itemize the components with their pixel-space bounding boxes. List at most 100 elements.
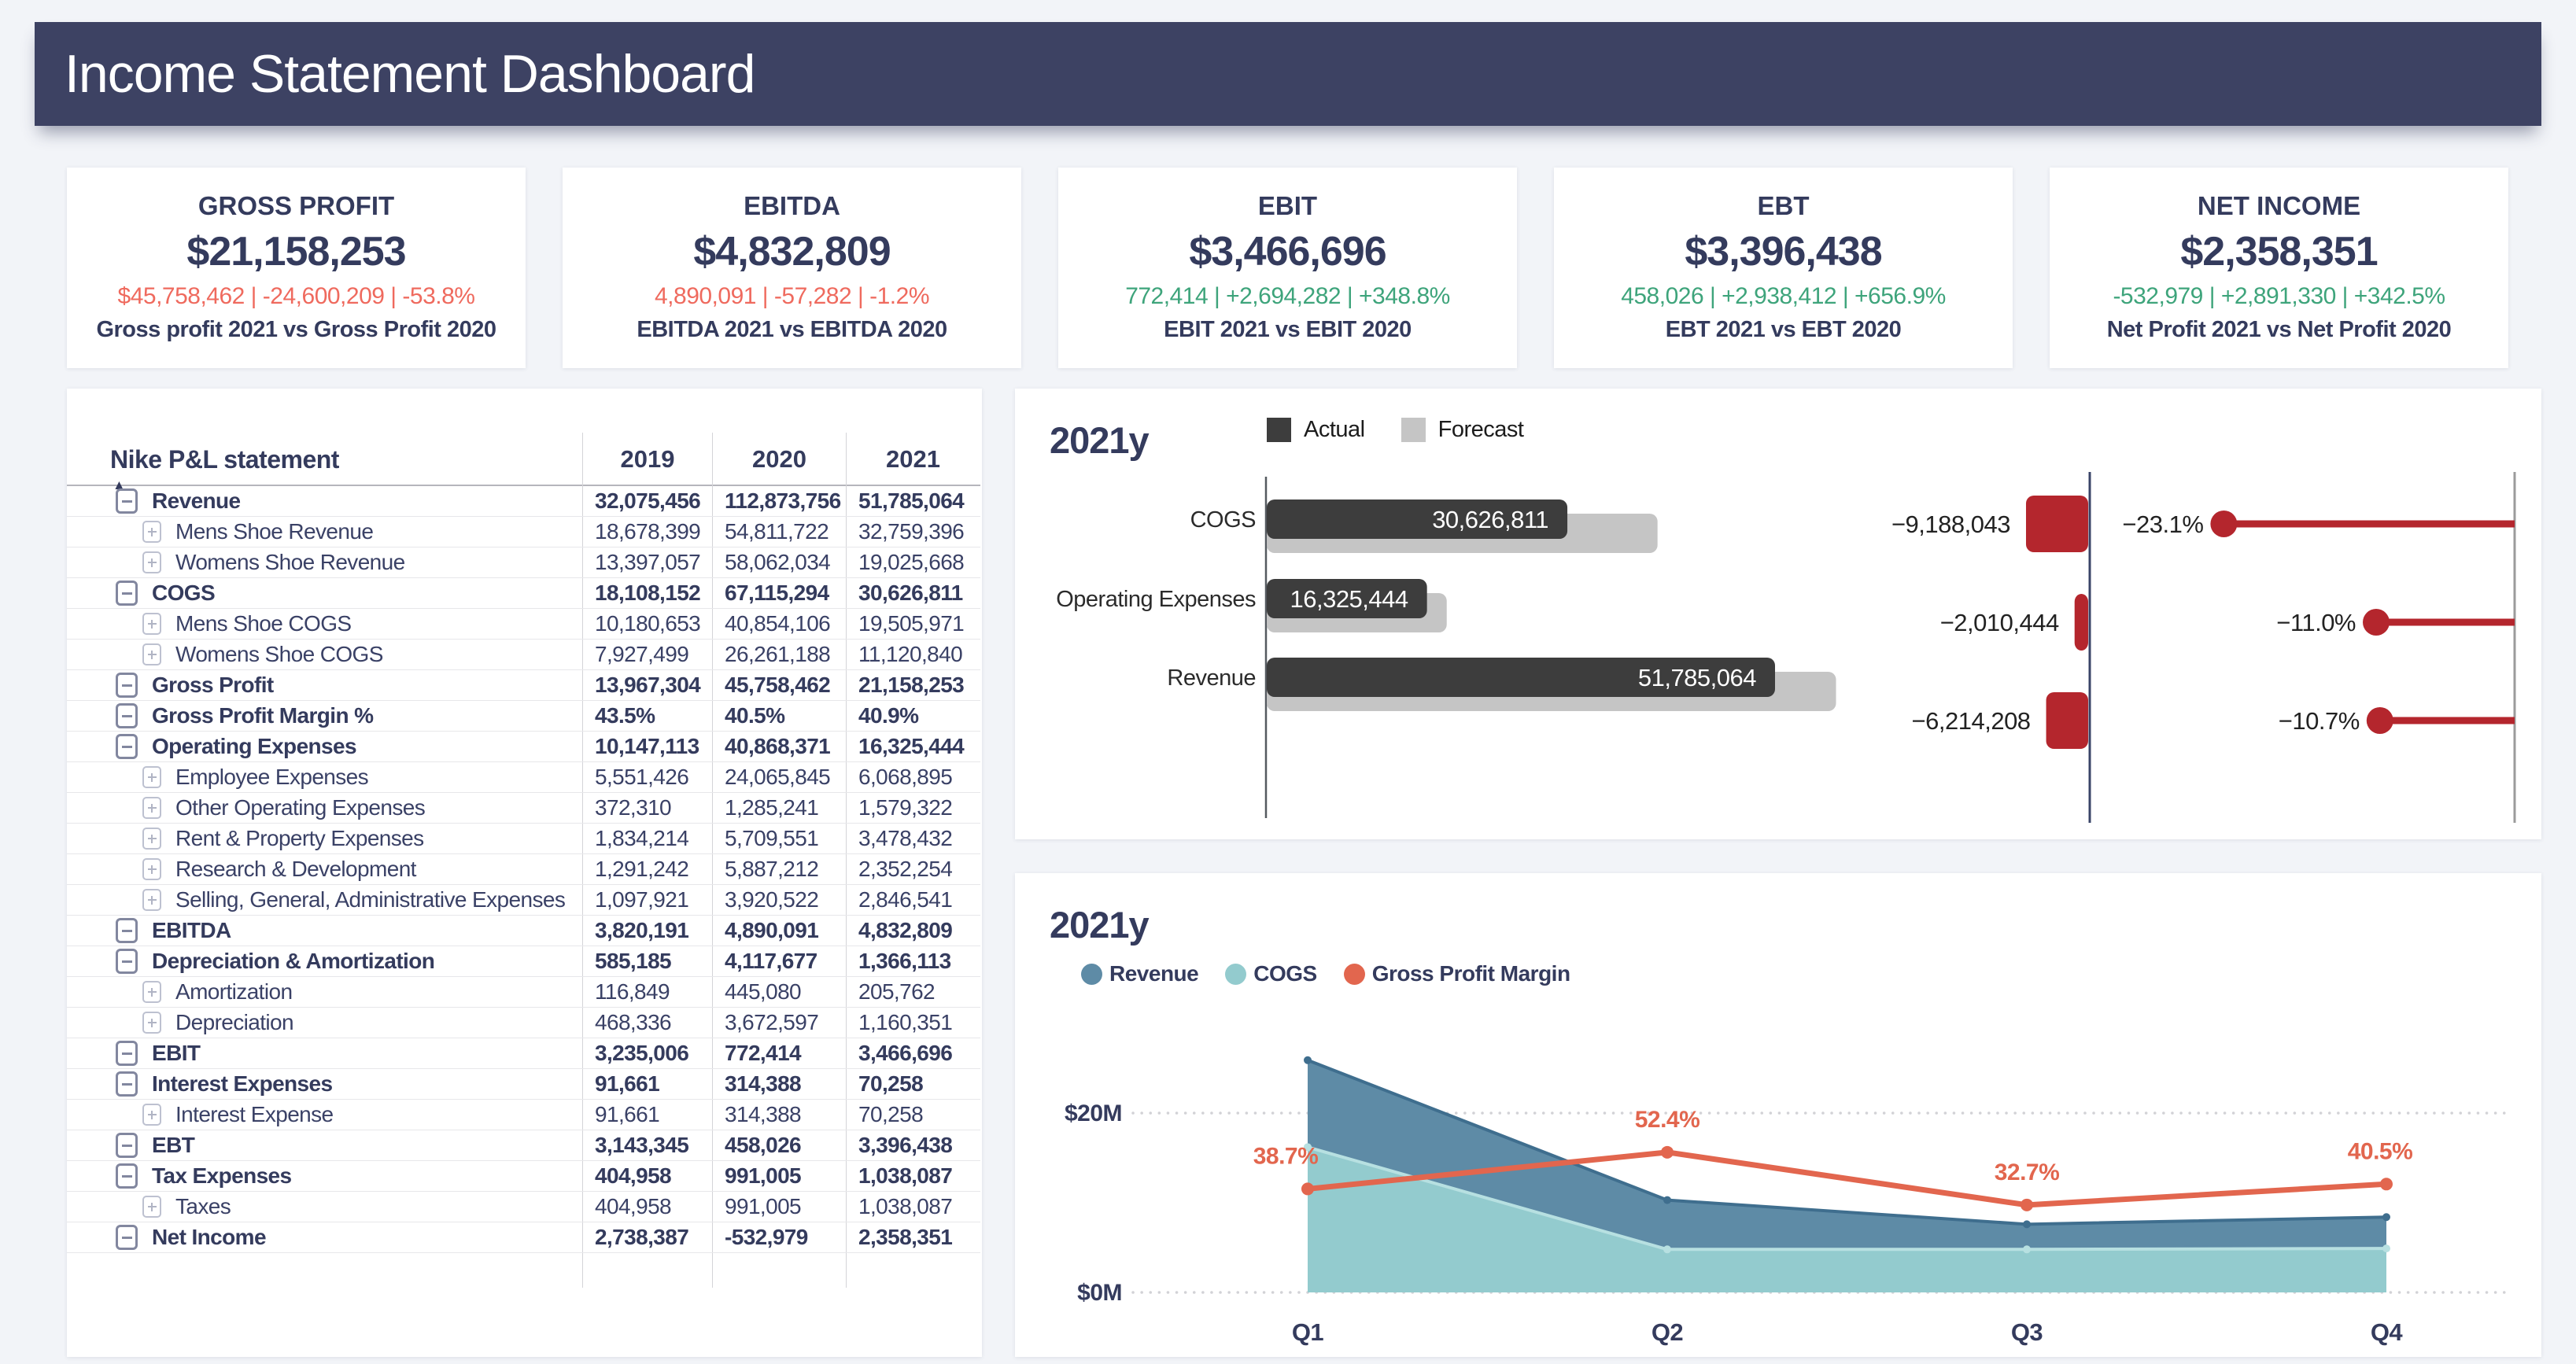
revenue-point-Q1[interactable]: [1304, 1056, 1312, 1064]
cell-2019: 91,661: [582, 1069, 712, 1099]
cell-2021: 3,466,696: [846, 1038, 980, 1068]
expand-icon[interactable]: [142, 889, 161, 911]
table-title: Nike P&L statement: [110, 444, 339, 474]
row-label: EBIT: [152, 1041, 201, 1065]
actual-bar-revenue[interactable]: [1267, 658, 1775, 697]
gross-profit-margin-line[interactable]: [1307, 1149, 2387, 1208]
table-row-net-income[interactable]: Net Income 2,738,387 -532,979 2,358,351: [67, 1222, 980, 1253]
table-row-employee-expenses[interactable]: Employee Expenses 5,551,426 24,065,845 6,06…: [67, 762, 980, 793]
collapse-icon[interactable]: [116, 703, 138, 728]
revenue-point-Q2[interactable]: [1663, 1196, 1671, 1204]
column-header-2019[interactable]: 2019: [582, 433, 712, 486]
gpm-point-Q1[interactable]: [1301, 1182, 1314, 1196]
table-row-amortization[interactable]: Amortization 116,849 445,080 205,762: [67, 977, 980, 1008]
variance-bar-revenue[interactable]: [2046, 692, 2088, 749]
expand-icon[interactable]: [142, 1196, 161, 1218]
row-label: Selling, General, Administrative Expense…: [175, 887, 566, 912]
expand-icon[interactable]: [142, 643, 161, 665]
collapse-icon[interactable]: [116, 1041, 138, 1066]
table-row-depreciation-amortization[interactable]: Depreciation & Amortization 585,185 4,117,…: [67, 946, 980, 977]
table-row-rent-property-expenses[interactable]: Rent & Property Expenses 1,834,214 5,709,5…: [67, 824, 980, 854]
expand-icon[interactable]: [142, 828, 161, 850]
table-row-ebit[interactable]: EBIT 3,235,006 772,414 3,466,696: [67, 1038, 980, 1069]
cogs-point-Q4[interactable]: [2382, 1244, 2390, 1253]
column-header-2020[interactable]: 2020: [712, 433, 846, 486]
cell-2020: 4,890,091: [712, 916, 846, 946]
revenue-point-Q4[interactable]: [2382, 1213, 2390, 1222]
variance-bar-operating-expenses[interactable]: [2074, 594, 2088, 651]
collapse-icon[interactable]: [116, 949, 138, 974]
cogs-point-Q1[interactable]: [1304, 1143, 1312, 1152]
legend-item-revenue[interactable]: Revenue: [1081, 961, 1199, 986]
table-row-ebitda[interactable]: EBITDA 3,820,191 4,890,091 4,832,809: [67, 916, 980, 946]
cogs-area[interactable]: [1308, 1147, 2386, 1292]
collapse-icon[interactable]: [116, 1133, 138, 1158]
gpm-point-Q3[interactable]: [2021, 1198, 2033, 1211]
table-row-gross-profit-margin[interactable]: Gross Profit Margin % 43.5% 40.5% 40.9%: [67, 701, 980, 732]
column-header-2021[interactable]: 2021: [846, 433, 980, 486]
expand-icon[interactable]: [142, 521, 161, 543]
collapse-icon[interactable]: [116, 734, 138, 759]
table-row-operating-expenses[interactable]: Operating Expenses 10,147,113 40,868,371 16…: [67, 732, 980, 762]
cell-2019: 10,180,653: [582, 609, 712, 639]
expand-icon[interactable]: [142, 766, 161, 788]
variance-pct-dot-operating-expenses[interactable]: [2363, 609, 2390, 636]
table-row-interest-expenses[interactable]: Interest Expenses 91,661 314,388 70,258: [67, 1069, 980, 1100]
collapse-icon[interactable]: [116, 1071, 138, 1097]
table-row-selling-general-administrative-expenses[interactable]: Selling, General, Administrative Expense…: [67, 885, 980, 916]
expand-icon[interactable]: [142, 981, 161, 1003]
variance-bar-cogs[interactable]: [2025, 496, 2088, 552]
row-label-cell: Gross Profit: [67, 670, 582, 700]
table-row-taxes[interactable]: Taxes 404,958 991,005 1,038,087: [67, 1192, 980, 1222]
variance-pct-dot-revenue[interactable]: [2366, 707, 2393, 734]
row-label-cell: Rent & Property Expenses: [67, 824, 582, 853]
legend-item-forecast[interactable]: Forecast: [1401, 417, 1524, 443]
table-row-cogs[interactable]: COGS 18,108,152 67,115,294 30,626,811: [67, 578, 980, 609]
table-row-mens-shoe-cogs[interactable]: Mens Shoe COGS 10,180,653 40,854,106 19,505…: [67, 609, 980, 640]
y-tick-label: $20M: [1065, 1100, 1122, 1126]
revenue-point-Q3[interactable]: [2023, 1220, 2031, 1229]
table-row-gross-profit[interactable]: Gross Profit 13,967,304 45,758,462 21,158,2…: [67, 670, 980, 701]
expand-icon[interactable]: [142, 551, 161, 573]
expand-icon[interactable]: [142, 613, 161, 635]
collapse-icon[interactable]: [116, 1225, 138, 1250]
collapse-icon[interactable]: [116, 918, 138, 943]
gpm-point-Q2[interactable]: [1661, 1145, 1674, 1159]
table-row-interest-expense[interactable]: Interest Expense 91,661 314,388 70,258: [67, 1100, 980, 1130]
x-tick-label-q4: Q4: [2371, 1318, 2404, 1346]
table-row-mens-shoe-revenue[interactable]: Mens Shoe Revenue 18,678,399 54,811,722 32,…: [67, 517, 980, 547]
table-row-revenue[interactable]: Revenue 32,075,456 112,873,756 51,785,064: [67, 486, 980, 517]
collapse-icon[interactable]: [116, 488, 138, 514]
collapse-icon[interactable]: [116, 581, 138, 606]
table-row-womens-shoe-cogs[interactable]: Womens Shoe COGS 7,927,499 26,261,188 11,12…: [67, 640, 980, 670]
expand-icon[interactable]: [142, 1012, 161, 1034]
cogs-point-Q3[interactable]: [2023, 1245, 2031, 1254]
table-row-womens-shoe-revenue[interactable]: Womens Shoe Revenue 13,397,057 58,062,034 1…: [67, 547, 980, 578]
row-label-cell: Other Operating Expenses: [67, 793, 582, 823]
table-row-research-development[interactable]: Research & Development 1,291,242 5,887,212…: [67, 854, 980, 885]
row-label-cell: Research & Development: [67, 854, 582, 884]
row-label-cell: Amortization: [67, 977, 582, 1007]
actual-bar-cogs[interactable]: [1267, 500, 1568, 539]
table-row-tax-expenses[interactable]: Tax Expenses 404,958 991,005 1,038,087: [67, 1161, 980, 1192]
collapse-icon[interactable]: [116, 673, 138, 698]
variance-pct-label: −23.1%: [2122, 511, 2203, 538]
expand-icon[interactable]: [142, 797, 161, 819]
actual-bar-operating-expenses[interactable]: [1267, 579, 1427, 618]
legend-item-cogs[interactable]: COGS: [1225, 961, 1317, 986]
table-row-depreciation[interactable]: Depreciation 468,336 3,672,597 1,160,351: [67, 1008, 980, 1038]
row-label: Womens Shoe COGS: [175, 642, 383, 666]
expand-icon[interactable]: [142, 858, 161, 880]
variance-pct-dot-cogs[interactable]: [2210, 511, 2238, 537]
table-row-other-operating-expenses[interactable]: Other Operating Expenses 372,310 1,285,241…: [67, 793, 980, 824]
expand-icon[interactable]: [142, 1104, 161, 1126]
cogs-point-Q2[interactable]: [1663, 1245, 1671, 1254]
legend-item-actual[interactable]: Actual: [1267, 417, 1365, 443]
trend-chart-legend: Revenue COGS Gross Profit Margin: [1081, 961, 1570, 986]
cell-2021: 2,846,541: [846, 885, 980, 915]
gpm-point-Q4[interactable]: [2380, 1178, 2393, 1191]
legend-item-gross-profit-margin[interactable]: Gross Profit Margin: [1343, 961, 1570, 986]
collapse-icon[interactable]: [116, 1163, 138, 1189]
table-row-ebt[interactable]: EBT 3,143,345 458,026 3,396,438: [67, 1130, 980, 1161]
